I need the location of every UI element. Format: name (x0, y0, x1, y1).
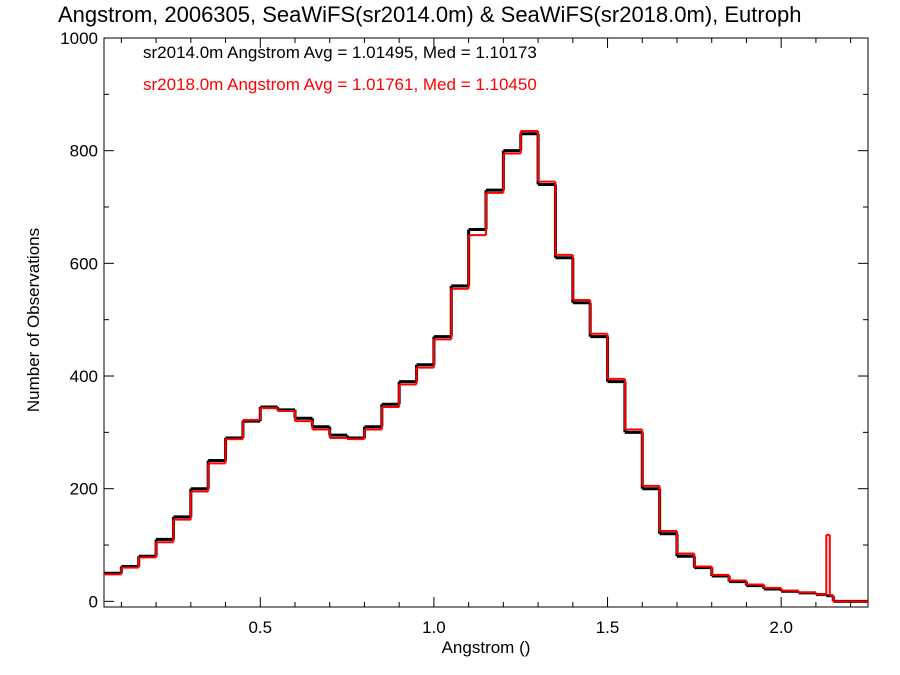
x-tick-label: 0.5 (248, 618, 272, 637)
y-tick-label: 200 (70, 480, 98, 499)
legend-entry-sr2014: sr2014.0m Angstrom Avg = 1.01495, Med = … (143, 43, 537, 62)
plot-frame (103, 37, 869, 608)
x-axis-ticks: 0.5 1.0 1.5 2.0 (120, 38, 852, 637)
y-tick-label: 600 (70, 254, 98, 273)
y-tick-label: 1000 (60, 29, 98, 48)
chart-title: Angstrom, 2006305, SeaWiFS(sr2014.0m) & … (58, 2, 802, 27)
x-tick-label: 2.0 (769, 618, 793, 637)
x-axis-label: Angstrom () (441, 638, 531, 657)
y-tick-label: 400 (70, 367, 98, 386)
y-tick-label: 0 (89, 592, 98, 611)
y-axis-label: Number of Observations (24, 227, 43, 413)
y-axis-ticks: 0 200 400 600 800 1000 (60, 29, 868, 611)
y-tick-label: 800 (70, 142, 98, 161)
x-tick-label: 1.0 (422, 618, 446, 637)
plot-border (103, 37, 869, 608)
series-sr2018.0m (104, 129, 868, 603)
x-tick-label: 1.5 (596, 618, 620, 637)
legend-entry-sr2018: sr2018.0m Angstrom Avg = 1.01761, Med = … (143, 75, 537, 94)
series-layer (104, 129, 868, 603)
